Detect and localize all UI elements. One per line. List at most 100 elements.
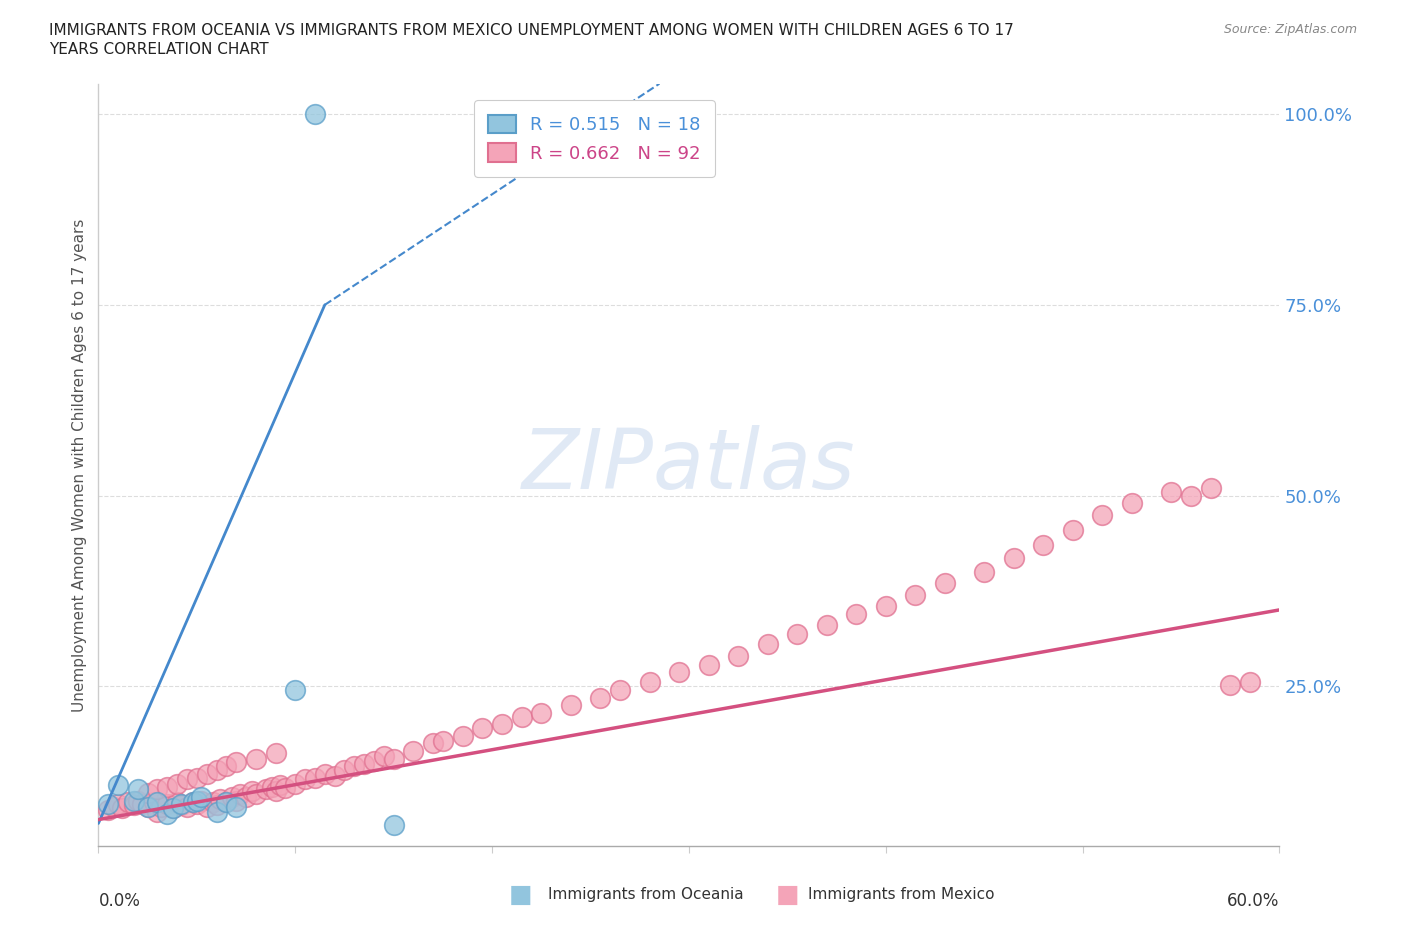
Point [530, 705, 553, 720]
Y-axis label: Unemployment Among Women with Children Ages 6 to 17 years: Unemployment Among Women with Children A… [72, 219, 87, 711]
Point [103, 799, 125, 814]
Point [314, 766, 336, 781]
Point [209, 791, 232, 806]
Point [1160, 485, 1182, 499]
Point [254, 781, 277, 796]
Point [904, 587, 927, 602]
Point [127, 793, 149, 808]
Point [166, 794, 188, 809]
Point [170, 798, 193, 813]
Point [162, 801, 184, 816]
Point [382, 751, 405, 766]
Text: IMMIGRANTS FROM OCEANIA VS IMMIGRANTS FROM MEXICO UNEMPLOYMENT AMONG WOMEN WITH : IMMIGRANTS FROM OCEANIA VS IMMIGRANTS FR… [49, 23, 1014, 38]
Text: ■: ■ [509, 883, 531, 907]
Point [186, 797, 208, 812]
Point [181, 794, 204, 809]
Point [382, 817, 405, 832]
Point [205, 763, 228, 777]
Point [875, 599, 897, 614]
Point [284, 683, 307, 698]
Point [934, 576, 956, 591]
Point [697, 658, 720, 672]
Point [166, 777, 188, 791]
Point [1032, 538, 1054, 552]
Point [150, 799, 173, 814]
Point [127, 781, 149, 796]
Point [284, 777, 307, 791]
Point [156, 779, 179, 794]
Point [323, 769, 346, 784]
Point [1239, 675, 1261, 690]
Point [107, 777, 129, 792]
Point [181, 794, 204, 809]
Point [451, 728, 474, 743]
Point [176, 799, 198, 814]
Point [225, 793, 247, 808]
Point [229, 787, 252, 802]
Point [471, 721, 494, 736]
Point [353, 756, 375, 771]
Point [304, 107, 326, 122]
Point [205, 804, 228, 819]
Point [274, 781, 297, 796]
Point [156, 807, 179, 822]
Point [225, 755, 247, 770]
Point [1062, 523, 1084, 538]
Point [343, 759, 366, 774]
Point [1002, 551, 1025, 565]
Point [146, 804, 169, 819]
Point [146, 794, 169, 809]
Point [142, 794, 165, 809]
Point [122, 793, 145, 808]
Point [136, 786, 159, 801]
Point [240, 784, 263, 799]
Point [225, 799, 247, 814]
Point [264, 746, 287, 761]
Point [264, 784, 287, 799]
Text: Immigrants from Oceania: Immigrants from Oceania [548, 887, 744, 902]
Point [205, 798, 228, 813]
Point [491, 717, 513, 732]
Text: ZIPatlas: ZIPatlas [522, 424, 856, 506]
Point [215, 794, 238, 809]
Point [1180, 488, 1202, 503]
Point [136, 799, 159, 814]
Point [1121, 496, 1143, 511]
Point [560, 698, 582, 712]
Point [176, 772, 198, 787]
Point [186, 770, 208, 785]
Point [269, 777, 291, 792]
Point [221, 790, 243, 804]
Point [195, 799, 218, 814]
Point [1219, 677, 1241, 692]
Point [333, 763, 356, 777]
Point [260, 779, 283, 794]
Point [195, 766, 218, 781]
Point [97, 797, 120, 812]
Text: 0.0%: 0.0% [98, 892, 141, 910]
Point [245, 751, 267, 766]
Point [1199, 481, 1222, 496]
Point [756, 637, 779, 652]
Point [162, 801, 184, 816]
Point [170, 797, 193, 812]
Point [815, 618, 838, 632]
Text: Immigrants from Mexico: Immigrants from Mexico [808, 887, 995, 902]
Point [786, 627, 808, 642]
Point [111, 801, 134, 816]
Point [668, 665, 690, 680]
Point [186, 793, 208, 808]
Text: ■: ■ [776, 883, 799, 907]
Point [190, 793, 212, 808]
Text: Source: ZipAtlas.com: Source: ZipAtlas.com [1223, 23, 1357, 36]
Point [402, 744, 425, 759]
Text: 60.0%: 60.0% [1227, 892, 1279, 910]
Point [1091, 507, 1114, 522]
Point [304, 770, 326, 785]
Point [510, 710, 533, 724]
Point [422, 736, 444, 751]
Point [638, 675, 661, 690]
Point [201, 794, 224, 809]
Point [146, 781, 169, 796]
Legend: R = 0.515   N = 18, R = 0.662   N = 92: R = 0.515 N = 18, R = 0.662 N = 92 [474, 100, 714, 177]
